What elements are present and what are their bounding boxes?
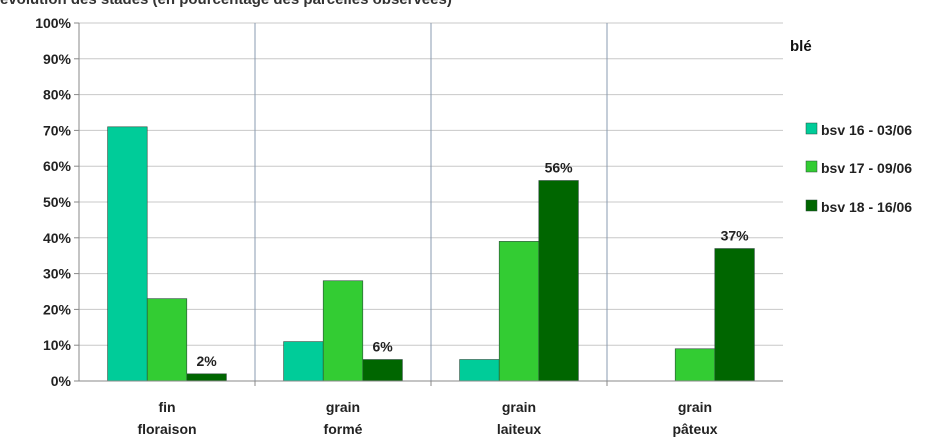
- category-label: grain: [502, 399, 536, 415]
- bar: [674, 348, 716, 382]
- category-label: pâteux: [672, 421, 717, 437]
- y-tick-label: 30%: [43, 266, 72, 282]
- legend-swatch: [805, 160, 818, 173]
- category-label: grain: [678, 399, 712, 415]
- data-label: 6%: [372, 339, 393, 355]
- y-tick-label: 80%: [43, 87, 72, 103]
- y-tick-label: 90%: [43, 51, 72, 67]
- bar: [186, 373, 227, 382]
- bar: [322, 280, 364, 382]
- y-tick-label: 70%: [43, 122, 72, 138]
- axes: [74, 22, 783, 386]
- legend-entry[interactable]: bsv 16 - 03/06: [821, 122, 912, 138]
- bar: [283, 341, 324, 382]
- data-label: 2%: [196, 353, 217, 369]
- y-tick-label: 40%: [43, 230, 72, 246]
- bar: [714, 248, 755, 382]
- bar: [146, 298, 188, 382]
- category-label: floraison: [137, 421, 196, 437]
- gridlines: [79, 22, 783, 381]
- chart-title: évolution des stades (en pourcentage des…: [0, 0, 452, 8]
- bar: [538, 180, 579, 382]
- y-tick-label: 60%: [43, 158, 72, 174]
- y-tick-label: 100%: [35, 15, 71, 31]
- legend-swatch: [805, 122, 818, 135]
- data-label: 56%: [545, 160, 574, 176]
- bar: [459, 359, 500, 382]
- category-label: laiteux: [497, 421, 542, 437]
- labels: 0% 10% 20% 30% 40% 50% 60% 70% 80% 90% 100% 2% 6% 56%…: [35, 15, 749, 437]
- category-label: formé: [324, 421, 363, 437]
- y-tick-label: 10%: [43, 337, 72, 353]
- category-label: grain: [326, 399, 360, 415]
- bar: [362, 359, 403, 382]
- y-tick-label: 20%: [43, 301, 72, 317]
- bar: [107, 126, 148, 382]
- y-tick-label: 50%: [43, 194, 72, 210]
- legend[interactable]: blé bsv 16 - 03/06 bsv 17 - 09/06 bsv 18 - …: [790, 38, 912, 215]
- data-label: 37%: [721, 228, 750, 244]
- bars: [107, 126, 755, 382]
- legend-title: blé: [790, 38, 812, 55]
- legend-entry[interactable]: bsv 17 - 09/06: [821, 160, 912, 176]
- y-tick-label: 0%: [51, 373, 72, 389]
- legend-entry[interactable]: bsv 18 - 16/06: [821, 199, 912, 215]
- category-label: fin: [158, 399, 175, 415]
- legend-swatch: [805, 199, 818, 212]
- bar: [498, 241, 540, 382]
